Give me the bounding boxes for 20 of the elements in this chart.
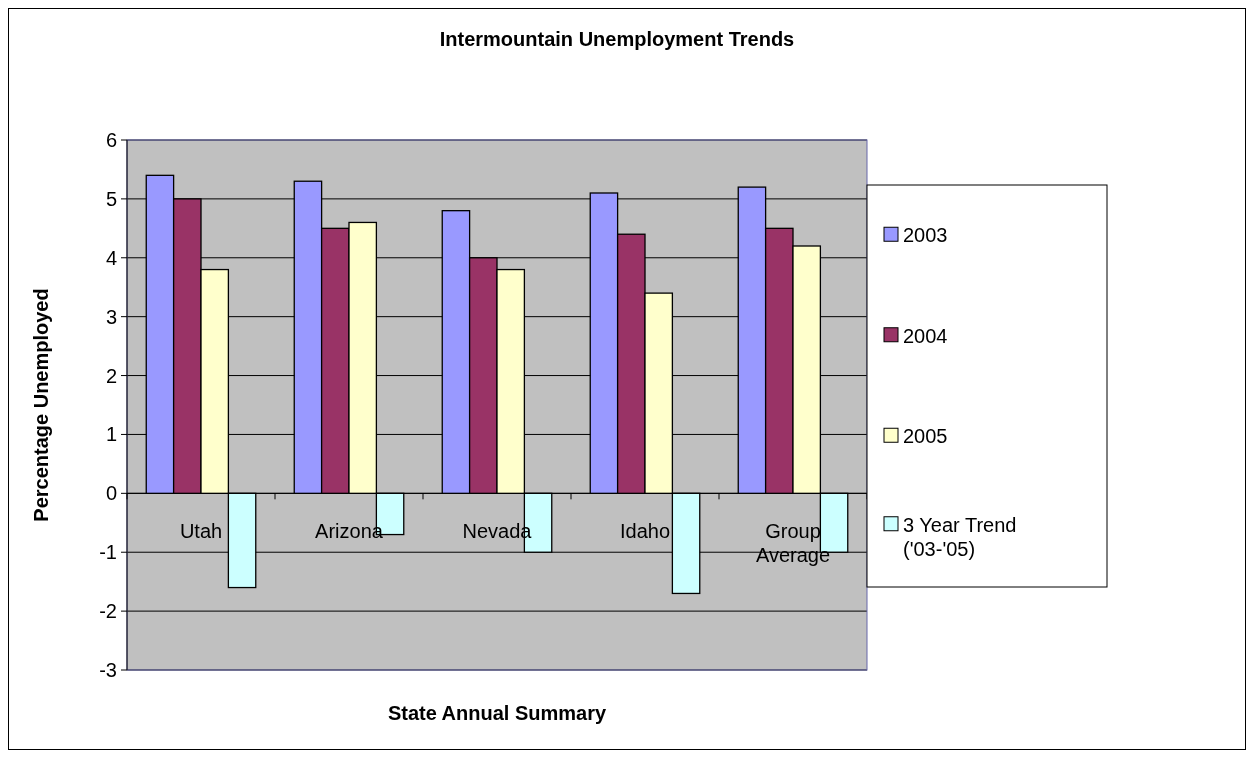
y-tick-label: 3 [105, 305, 117, 328]
y-tick-label: -3 [99, 659, 117, 681]
legend-label: 3 Year Trend ('03-'05) [903, 513, 1017, 560]
y-tick-label: 2 [105, 364, 117, 387]
y-tick-label: -1 [99, 541, 117, 564]
chart-title: Intermountain Unemployment Trends [439, 28, 795, 50]
legend-label: 2005 [903, 425, 948, 448]
legend-label: 2003 [903, 224, 948, 247]
y-tick-label: 0 [105, 482, 117, 505]
y-tick-label: -2 [99, 600, 117, 623]
y-axis-title: Percentage Unemployed [30, 288, 52, 522]
y-tick-label: 1 [105, 423, 117, 446]
legend-label: 2004 [903, 324, 948, 347]
x-axis-title: State Annual Summary [387, 702, 607, 724]
y-tick-label: 5 [105, 187, 117, 210]
y-tick-label: 4 [105, 246, 117, 269]
y-tick-label: 6 [105, 129, 117, 151]
x-tick-label: Utah [179, 520, 223, 543]
x-tick-label: Arizona [315, 520, 384, 543]
x-tick-label: Idaho [619, 520, 671, 543]
